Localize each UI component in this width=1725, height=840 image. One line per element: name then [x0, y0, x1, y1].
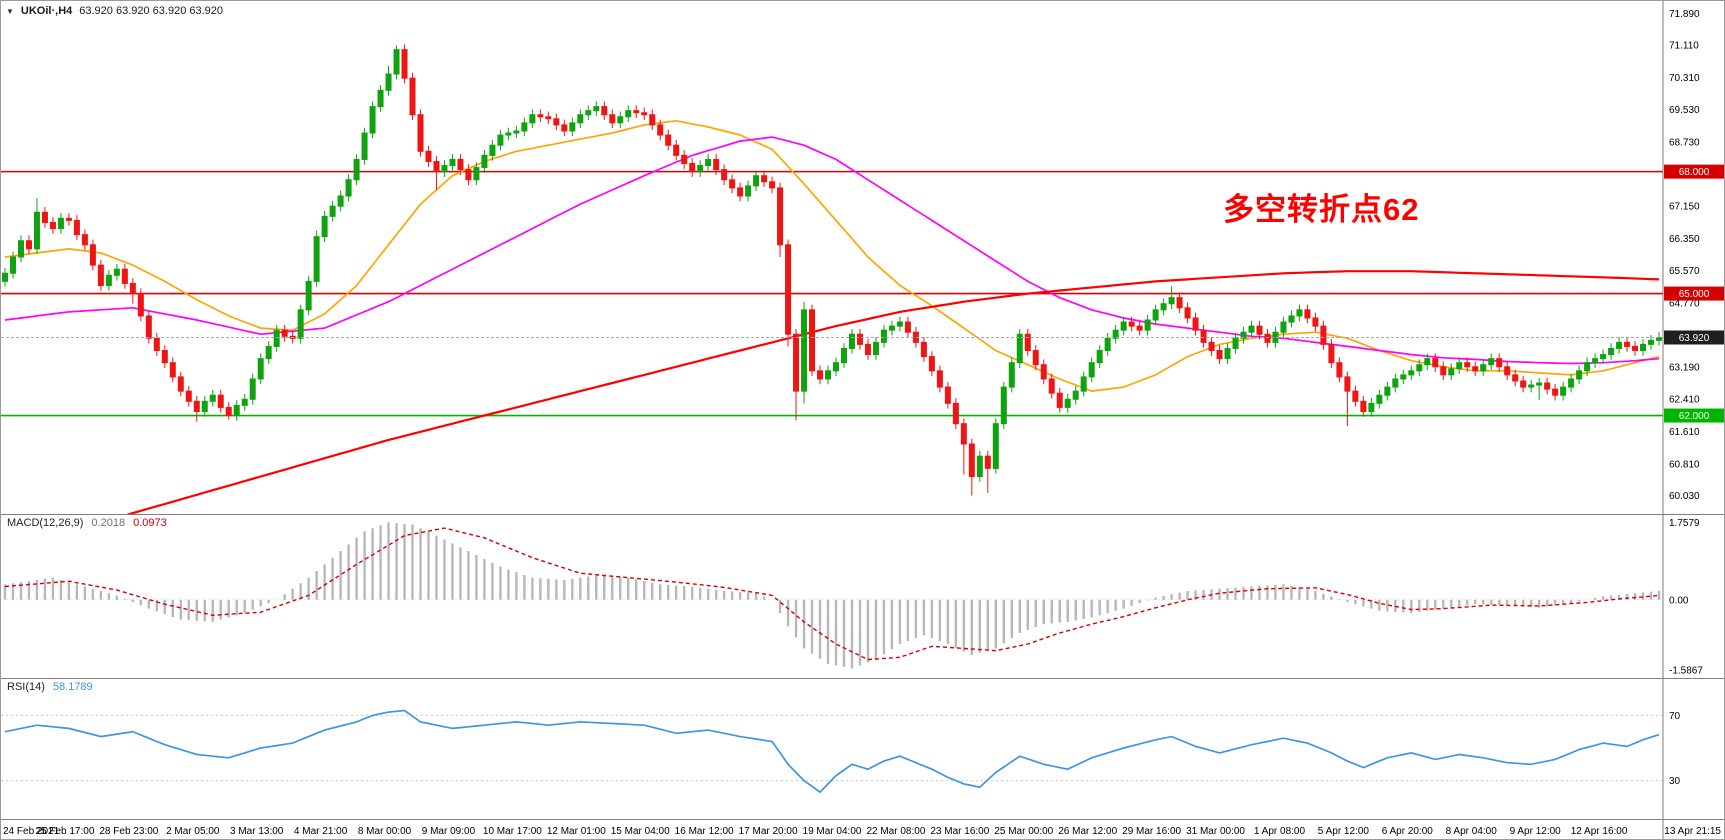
svg-text:68.000: 68.000: [1679, 167, 1710, 178]
svg-text:68.730: 68.730: [1669, 137, 1700, 148]
price-panel: 71.89071.11070.31069.53068.73067.95067.1…: [1, 1, 1724, 514]
svg-text:8 Apr 04:00: 8 Apr 04:00: [1446, 826, 1498, 837]
svg-text:8 Mar 00:00: 8 Mar 00:00: [358, 826, 412, 837]
svg-text:3 Mar 13:00: 3 Mar 13:00: [230, 826, 284, 837]
current-price-label: 63.920: [1664, 330, 1724, 345]
svg-text:4 Mar 21:00: 4 Mar 21:00: [294, 826, 348, 837]
annotation-text: 多空转折点62: [1223, 192, 1420, 227]
rsi-level-lines: [1, 714, 1663, 782]
rsi-value: 58.1789: [52, 681, 93, 693]
ohlc-values-label: 63.920 63.920 63.920 63.920: [79, 5, 224, 17]
svg-text:9 Mar 09:00: 9 Mar 09:00: [422, 826, 476, 837]
svg-text:9 Apr 12:00: 9 Apr 12:00: [1510, 826, 1562, 837]
time-axis: 24 Feb 2021 25 Feb 17:00 28 Feb 23:00 2 Mar…: [1, 819, 1724, 839]
svg-text:30: 30: [1669, 776, 1681, 787]
ma-overlays: [4, 119, 1660, 514]
svg-text:62.000: 62.000: [1679, 411, 1710, 422]
svg-text:69.530: 69.530: [1669, 105, 1700, 116]
svg-text:67.150: 67.150: [1669, 202, 1700, 213]
svg-text:63.920: 63.920: [1679, 333, 1710, 344]
svg-text:70.310: 70.310: [1669, 73, 1700, 84]
macd-main-value: 0.2018: [91, 517, 126, 529]
ma-fast-orange: [4, 119, 1660, 392]
svg-text:63.190: 63.190: [1669, 363, 1700, 374]
macd-panel: 1.7579 0.00 -1.5867 MACD(12,26,9) 0.2018 0…: [1, 514, 1724, 678]
svg-text:70: 70: [1669, 711, 1681, 722]
svg-text:31 Mar 00:00: 31 Mar 00:00: [1186, 826, 1245, 837]
svg-text:65.000: 65.000: [1679, 289, 1710, 300]
svg-text:26 Mar 12:00: 26 Mar 12:00: [1058, 826, 1117, 837]
svg-text:1 Apr 08:00: 1 Apr 08:00: [1254, 826, 1306, 837]
rsi-line: [4, 709, 1660, 794]
svg-text:0.00: 0.00: [1669, 595, 1689, 606]
svg-text:-1.5867: -1.5867: [1669, 666, 1703, 677]
macd-axis: 1.7579 0.00 -1.5867: [1662, 514, 1703, 678]
svg-text:28 Feb 23:00: 28 Feb 23:00: [99, 826, 158, 837]
svg-text:25 Feb 17:00: 25 Feb 17:00: [35, 826, 94, 837]
symbol-period-label: UKOil·,H4: [20, 5, 73, 17]
rsi-panel: 70 30 RSI(14) 58.1789: [1, 678, 1724, 819]
svg-text:2 Mar 05:00: 2 Mar 05:00: [166, 826, 220, 837]
rsi-canvas: 70 30: [1, 678, 1724, 819]
one-click-trading-arrow-icon[interactable]: ▼: [6, 6, 14, 16]
chart-header: ▼ UKOil·,H4 63.920 63.920 63.920 63.920: [6, 5, 223, 17]
svg-text:60.810: 60.810: [1669, 459, 1700, 470]
ma-mid-magenta: [4, 136, 1660, 365]
svg-text:62.410: 62.410: [1669, 394, 1700, 405]
macd-signal-value: 0.0973: [133, 517, 167, 529]
rsi-label-row: RSI(14) 58.1789: [7, 681, 93, 693]
svg-text:22 Mar 08:00: 22 Mar 08:00: [866, 826, 925, 837]
svg-text:65.570: 65.570: [1669, 266, 1700, 277]
svg-text:71.110: 71.110: [1669, 41, 1699, 52]
svg-text:12 Mar 01:00: 12 Mar 01:00: [547, 826, 606, 837]
svg-text:66.350: 66.350: [1669, 234, 1700, 245]
level-lines: [1, 170, 1663, 417]
svg-text:19 Mar 04:00: 19 Mar 04:00: [803, 826, 862, 837]
svg-text:10 Mar 17:00: 10 Mar 17:00: [483, 826, 542, 837]
svg-text:17 Mar 20:00: 17 Mar 20:00: [739, 826, 798, 837]
svg-text:12 Apr 16:00: 12 Apr 16:00: [1571, 826, 1628, 837]
svg-text:5 Apr 12:00: 5 Apr 12:00: [1318, 826, 1370, 837]
svg-text:15 Mar 04:00: 15 Mar 04:00: [611, 826, 670, 837]
svg-text:64.770: 64.770: [1669, 298, 1700, 309]
macd-label-row: MACD(12,26,9) 0.2018 0.0973: [7, 517, 167, 529]
svg-text:61.610: 61.610: [1669, 427, 1700, 438]
macd-histogram: [3, 522, 1661, 669]
macd-indicator-label: MACD(12,26,9): [7, 517, 84, 529]
price-chart-canvas: 71.89071.11070.31069.53068.73067.95067.1…: [1, 1, 1724, 514]
svg-text:16 Mar 12:00: 16 Mar 12:00: [675, 826, 734, 837]
price-axis: 71.89071.11070.31069.53068.73067.95067.1…: [1662, 1, 1724, 514]
svg-text:6 Apr 20:00: 6 Apr 20:00: [1382, 826, 1434, 837]
svg-text:24 Feb 2021: 24 Feb 2021: [3, 826, 60, 837]
svg-text:13 Apr 21:15: 13 Apr 21:15: [1664, 826, 1721, 837]
svg-text:25 Mar 00:00: 25 Mar 00:00: [994, 826, 1053, 837]
svg-text:60.030: 60.030: [1669, 491, 1700, 502]
svg-text:71.890: 71.890: [1669, 9, 1700, 20]
macd-signal-line: [4, 527, 1660, 661]
svg-text:23 Mar 16:00: 23 Mar 16:00: [930, 826, 989, 837]
rsi-axis: 70 30: [1662, 678, 1681, 819]
ma-slow-red: [126, 270, 1660, 514]
rsi-indicator-label: RSI(14): [7, 681, 45, 693]
macd-canvas: 1.7579 0.00 -1.5867: [1, 514, 1724, 678]
candles-layer: [1, 44, 1663, 496]
svg-text:1.7579: 1.7579: [1669, 518, 1700, 529]
svg-text:29 Mar 16:00: 29 Mar 16:00: [1122, 826, 1181, 837]
